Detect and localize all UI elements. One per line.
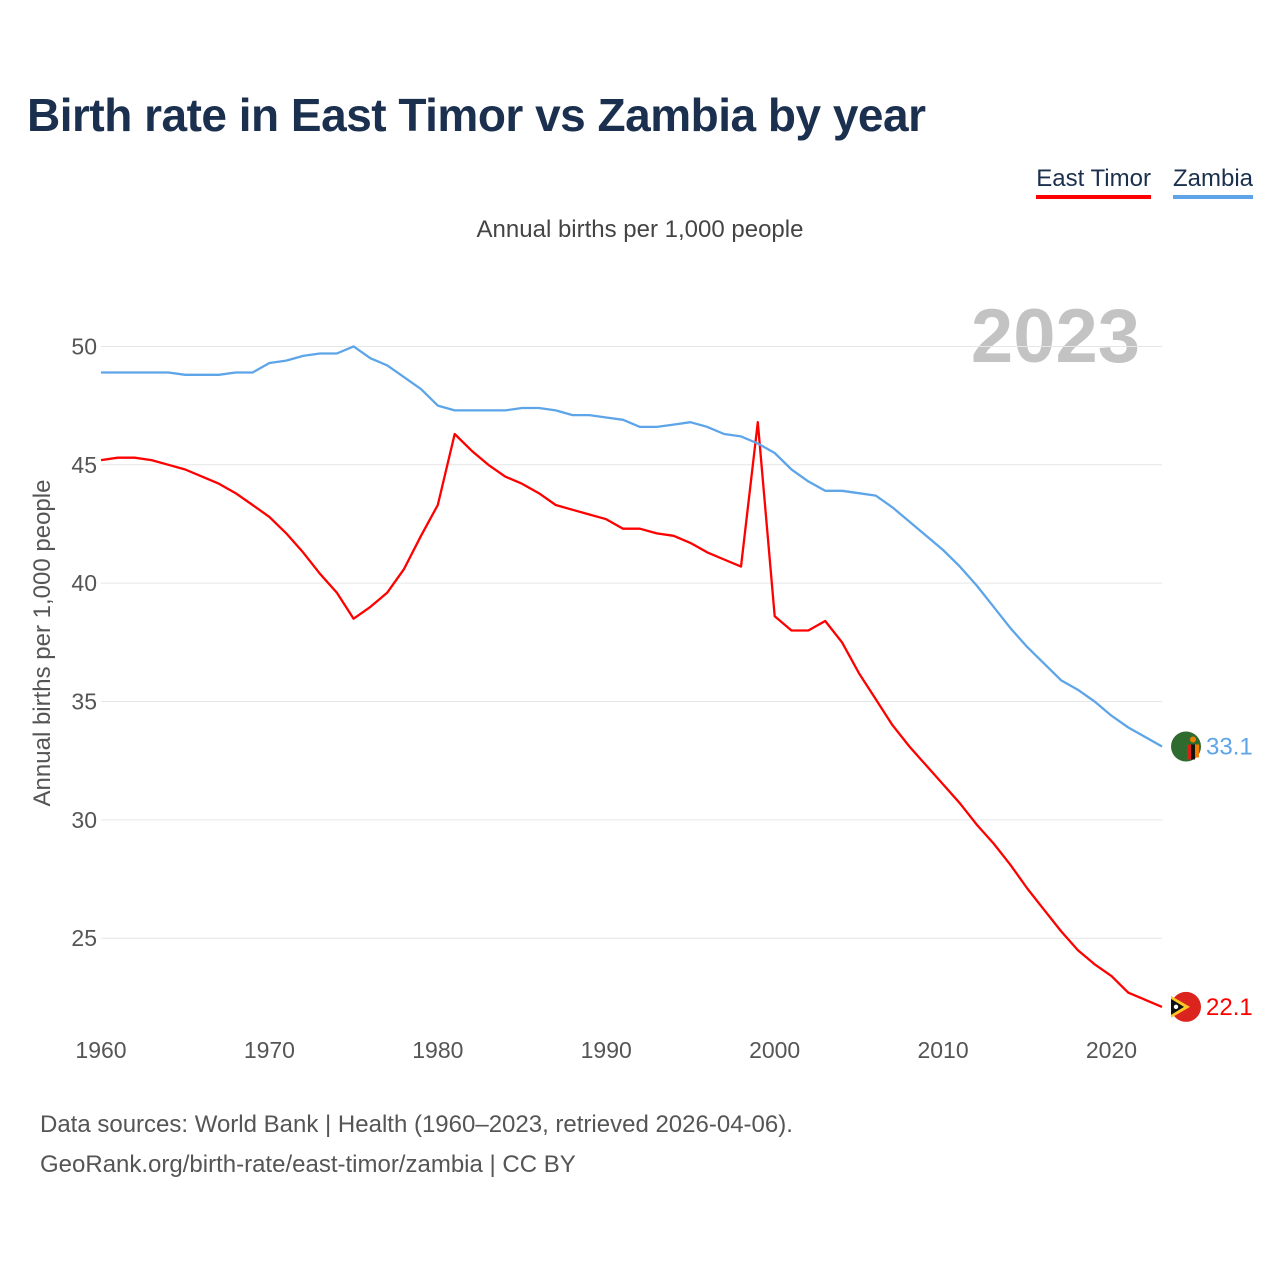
y-tick-label: 25 bbox=[71, 925, 97, 951]
series-end-label-east-timor: 22.1 bbox=[1206, 994, 1253, 1021]
x-tick-label: 1960 bbox=[75, 1037, 126, 1063]
zambia-flag-stripe bbox=[1187, 744, 1191, 760]
x-tick-label: 2020 bbox=[1086, 1037, 1137, 1063]
series-line-zambia bbox=[101, 345, 1163, 748]
y-tick-label: 50 bbox=[71, 333, 97, 359]
y-tick-label: 30 bbox=[71, 807, 97, 833]
legend-item-east-timor[interactable]: East Timor bbox=[1036, 165, 1151, 199]
series-end-label-zambia: 33.1 bbox=[1206, 733, 1253, 760]
x-tick-label: 1980 bbox=[412, 1037, 463, 1063]
chart-subtitle: Annual births per 1,000 people bbox=[476, 216, 804, 243]
y-tick-label: 40 bbox=[71, 570, 97, 596]
zambia-flag-eagle bbox=[1190, 736, 1196, 743]
zambia-flag-stripe bbox=[1195, 744, 1199, 758]
year-watermark: 2023 bbox=[970, 294, 1140, 379]
x-tick-label: 2000 bbox=[749, 1037, 800, 1063]
footer-sources: Data sources: World Bank | Health (1960–… bbox=[40, 1111, 793, 1138]
y-tick-label: 35 bbox=[71, 689, 97, 715]
series-line-east-timor bbox=[100, 421, 1163, 1008]
legend: East Timor Zambia bbox=[1036, 165, 1253, 199]
page-title: Birth rate in East Timor vs Zambia by ye… bbox=[27, 89, 926, 141]
footer-link[interactable]: GeoRank.org/birth-rate/east-timor/zambia… bbox=[40, 1151, 576, 1178]
zambia-flag-stripe bbox=[1191, 744, 1195, 760]
y-tick-label: 45 bbox=[71, 452, 97, 478]
x-tick-label: 2010 bbox=[917, 1037, 968, 1063]
legend-item-zambia[interactable]: Zambia bbox=[1172, 165, 1253, 199]
x-tick-label: 1990 bbox=[581, 1037, 632, 1063]
east-timor-flag-star bbox=[1173, 1004, 1179, 1010]
x-tick-label: 1970 bbox=[244, 1037, 295, 1063]
footer: Data sources: World Bank | Health (1960–… bbox=[40, 1105, 793, 1185]
